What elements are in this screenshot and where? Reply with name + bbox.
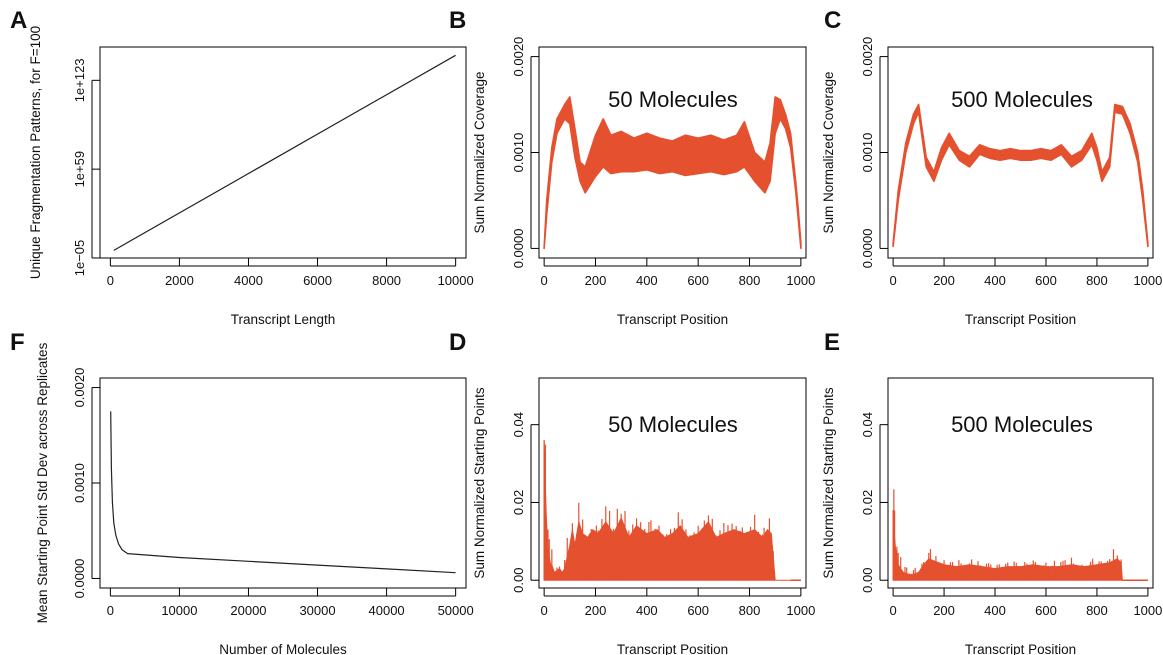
x-tick-label: 400: [984, 603, 1006, 618]
y-axis-title: Mean Starting Point Std Dev across Repli…: [35, 342, 50, 623]
x-axis-title: Transcript Position: [617, 312, 728, 327]
coverage-band: [892, 103, 1149, 248]
data-layer: [892, 103, 1149, 248]
y-tick-label: 0.02: [511, 490, 526, 515]
x-tick-label: 10000: [161, 603, 197, 618]
x-axis-title: Transcript Position: [965, 312, 1076, 327]
panel-c: 0 200 400 600 800 1000 0.0000 0.0010 0.0020 Trans…: [821, 7, 1162, 327]
x-axis-title: Transcript Position: [965, 642, 1076, 655]
data-layer: [892, 489, 1148, 581]
y-tick-label: 1e−05: [72, 240, 87, 277]
y-axis-title: Sum Normalized Coverage: [472, 71, 487, 233]
panel-e: 0 200 400 600 800 1000 0.00 0.02 0.04 Transcript …: [821, 329, 1162, 655]
data-layer: [110, 411, 456, 574]
y-axis-title: Unique Fragmentation Patterns, for F=100: [28, 26, 43, 279]
y-tick-label: 0.0020: [860, 37, 875, 77]
x-tick-label: 200: [585, 273, 607, 288]
x-tick-label: 2000: [165, 273, 194, 288]
y-axis-title: Sum Normalized Starting Points: [821, 387, 836, 579]
y-tick-label: 0.00: [511, 568, 526, 593]
x-tick-label: 0: [889, 603, 896, 618]
panel-annotation: 500 Molecules: [951, 412, 1093, 437]
x-tick-label: 0: [541, 603, 548, 618]
x-tick-label: 400: [984, 273, 1006, 288]
panel-letter: C: [824, 7, 841, 34]
x-tick-label: 600: [687, 273, 709, 288]
y-tick-label: 0.0010: [72, 463, 87, 503]
y-tick-label: 1e+59: [72, 151, 87, 188]
data-layer: [543, 440, 801, 581]
panel-annotation: 50 Molecules: [608, 412, 738, 437]
x-axis-title: Transcript Length: [231, 312, 336, 327]
x-tick-label: 50000: [438, 603, 474, 618]
coverage-band: [543, 96, 802, 250]
panel-letter: F: [10, 329, 25, 356]
plot-frame: [99, 377, 467, 589]
x-tick-label: 20000: [230, 603, 266, 618]
plot-frame: [887, 377, 1154, 589]
panel-letter: A: [10, 7, 27, 34]
x-tick-label: 30000: [299, 603, 335, 618]
x-tick-label: 1000: [786, 273, 815, 288]
panel-b: 0 200 400 600 800 1000 0.0000 0.0010 0.0020 Trans…: [449, 7, 815, 327]
panel-letter: B: [449, 7, 466, 34]
x-axis-title: Transcript Position: [617, 642, 728, 655]
y-tick-label: 0.0010: [511, 133, 526, 173]
x-tick-label: 0: [889, 273, 896, 288]
y-tick-label: 0.04: [860, 412, 875, 437]
x-tick-label: 1000: [786, 603, 815, 618]
x-tick-label: 40000: [369, 603, 405, 618]
x-tick-label: 200: [933, 273, 955, 288]
panel-annotation: 500 Molecules: [951, 87, 1093, 112]
y-tick-label: 0.0010: [860, 133, 875, 173]
y-tick-label: 0.02: [860, 490, 875, 515]
x-tick-label: 800: [1086, 603, 1108, 618]
x-tick-label: 10000: [438, 273, 474, 288]
series-line: [113, 54, 456, 251]
x-tick-label: 0: [541, 273, 548, 288]
x-tick-label: 200: [933, 603, 955, 618]
panel-letter: E: [824, 329, 840, 356]
y-tick-label: 0.0000: [860, 229, 875, 269]
series-line: [110, 411, 456, 574]
plot-frame: [538, 377, 807, 589]
y-tick-label: 0.04: [511, 412, 526, 437]
data-layer: [113, 54, 456, 251]
x-tick-label: 800: [1086, 273, 1108, 288]
y-tick-label: 0.0000: [511, 229, 526, 269]
x-tick-label: 400: [636, 603, 658, 618]
starting-points-area: [892, 510, 1148, 581]
x-tick-label: 6000: [303, 273, 332, 288]
y-tick-label: 1e+123: [72, 58, 87, 102]
y-tick-label: 0.0020: [72, 368, 87, 408]
panel-annotation: 50 Molecules: [608, 87, 738, 112]
x-tick-label: 1000: [1133, 603, 1162, 618]
x-axis-title: Number of Molecules: [219, 642, 347, 655]
x-tick-label: 0: [107, 273, 114, 288]
x-tick-label: 600: [687, 603, 709, 618]
plot-frame: [99, 46, 467, 259]
y-axis-title: Sum Normalized Coverage: [821, 71, 836, 233]
x-tick-label: 0: [107, 603, 114, 618]
x-tick-label: 8000: [372, 273, 401, 288]
x-tick-label: 1000: [1133, 273, 1162, 288]
x-tick-label: 400: [636, 273, 658, 288]
x-tick-label: 4000: [234, 273, 263, 288]
x-tick-label: 200: [585, 603, 607, 618]
x-tick-label: 800: [739, 603, 761, 618]
panel-d: 0 200 400 600 800 1000 0.00 0.02 0.04 Transcript …: [449, 329, 815, 655]
y-tick-label: 0.0020: [511, 37, 526, 77]
x-tick-label: 600: [1035, 273, 1057, 288]
x-tick-label: 600: [1035, 603, 1057, 618]
y-tick-label: 0.00: [860, 568, 875, 593]
data-layer: [543, 96, 802, 250]
x-tick-label: 800: [739, 273, 761, 288]
y-axis-title: Sum Normalized Starting Points: [472, 387, 487, 579]
y-tick-label: 0.0000: [72, 559, 87, 599]
panel-letter: D: [449, 329, 466, 356]
panel-f: 0 10000 20000 30000 40000 50000 0.0000 0.0010 0.…: [10, 329, 474, 655]
panel-a: 0 2000 4000 6000 8000 10000 1e−05 1e+59 1e+123 Tr…: [10, 7, 474, 327]
